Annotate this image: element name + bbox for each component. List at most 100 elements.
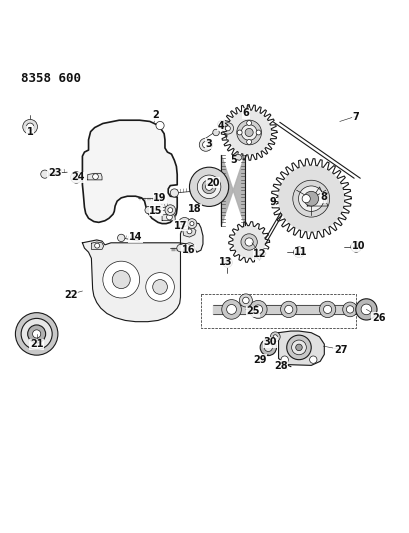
Text: 16: 16	[182, 245, 195, 255]
Circle shape	[23, 119, 37, 134]
Circle shape	[92, 174, 98, 180]
Circle shape	[221, 300, 241, 319]
Circle shape	[217, 120, 225, 128]
Circle shape	[236, 120, 261, 145]
Text: 25: 25	[246, 306, 259, 317]
Circle shape	[280, 356, 288, 364]
Circle shape	[323, 305, 331, 313]
Polygon shape	[213, 304, 368, 314]
Circle shape	[245, 128, 253, 136]
Polygon shape	[182, 227, 196, 237]
Circle shape	[303, 191, 318, 206]
Circle shape	[246, 140, 251, 144]
Text: 28: 28	[273, 361, 287, 371]
Circle shape	[240, 234, 257, 250]
Polygon shape	[162, 214, 175, 220]
Circle shape	[264, 343, 272, 351]
Text: 7: 7	[352, 112, 359, 123]
Circle shape	[176, 245, 184, 252]
Circle shape	[286, 335, 310, 360]
Text: 14: 14	[128, 232, 142, 242]
Circle shape	[117, 234, 125, 241]
Circle shape	[319, 301, 335, 318]
Text: 3: 3	[205, 139, 212, 149]
Text: 12: 12	[253, 249, 266, 259]
Circle shape	[103, 261, 139, 298]
Circle shape	[155, 122, 164, 130]
Circle shape	[197, 175, 220, 199]
Polygon shape	[82, 120, 177, 224]
Circle shape	[205, 183, 212, 190]
Polygon shape	[91, 242, 103, 249]
Polygon shape	[221, 155, 245, 225]
Circle shape	[222, 257, 232, 268]
Text: 24: 24	[71, 172, 84, 182]
Circle shape	[181, 221, 187, 227]
Text: 5: 5	[230, 155, 236, 165]
Circle shape	[26, 123, 34, 131]
Circle shape	[225, 126, 230, 131]
Circle shape	[232, 225, 265, 259]
Circle shape	[187, 229, 191, 234]
Circle shape	[164, 205, 175, 215]
Circle shape	[144, 206, 152, 214]
Circle shape	[342, 302, 357, 317]
Circle shape	[145, 272, 174, 301]
Circle shape	[293, 247, 303, 257]
Circle shape	[32, 330, 40, 338]
Circle shape	[242, 297, 249, 304]
Circle shape	[277, 165, 344, 232]
Circle shape	[70, 172, 82, 183]
Circle shape	[154, 195, 161, 201]
Circle shape	[292, 180, 329, 217]
Circle shape	[184, 243, 194, 253]
Text: 18: 18	[187, 204, 201, 214]
Circle shape	[167, 208, 172, 213]
Circle shape	[152, 280, 167, 294]
Circle shape	[16, 313, 58, 355]
Circle shape	[240, 125, 256, 140]
Circle shape	[360, 304, 371, 314]
Circle shape	[260, 339, 276, 356]
Circle shape	[301, 195, 310, 203]
Text: 26: 26	[371, 312, 384, 322]
Circle shape	[280, 301, 296, 318]
Polygon shape	[234, 154, 242, 160]
Circle shape	[73, 175, 79, 180]
Text: 23: 23	[48, 168, 61, 179]
Circle shape	[202, 180, 216, 193]
Circle shape	[355, 299, 376, 320]
Circle shape	[282, 363, 286, 367]
Circle shape	[226, 110, 271, 155]
Circle shape	[202, 141, 209, 148]
Text: 29: 29	[253, 354, 266, 365]
Text: 19: 19	[153, 193, 166, 203]
Circle shape	[94, 243, 99, 248]
Circle shape	[112, 271, 130, 288]
Circle shape	[222, 123, 233, 134]
Circle shape	[166, 214, 172, 220]
Circle shape	[246, 120, 251, 125]
Text: 10: 10	[351, 241, 364, 251]
Text: 13: 13	[218, 257, 231, 268]
Circle shape	[295, 344, 301, 351]
Circle shape	[253, 305, 262, 314]
Text: 8358 600: 8358 600	[21, 72, 81, 85]
Circle shape	[346, 306, 353, 313]
Text: 2: 2	[152, 110, 159, 120]
Circle shape	[309, 356, 316, 364]
Circle shape	[291, 340, 306, 355]
Circle shape	[21, 318, 52, 350]
Circle shape	[170, 189, 178, 197]
Circle shape	[40, 170, 49, 178]
Polygon shape	[278, 331, 324, 366]
Circle shape	[256, 130, 261, 135]
Polygon shape	[88, 173, 102, 180]
Circle shape	[350, 241, 361, 252]
Circle shape	[199, 138, 212, 151]
Text: 20: 20	[206, 177, 219, 188]
Circle shape	[270, 332, 279, 342]
Circle shape	[284, 305, 292, 313]
Text: 30: 30	[263, 337, 276, 347]
Circle shape	[27, 325, 45, 343]
